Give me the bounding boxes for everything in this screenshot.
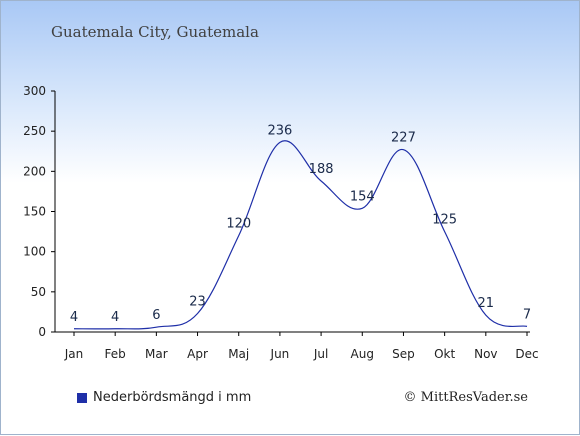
data-label-feb: 4 [111, 310, 119, 325]
y-tick-label-250: 250 [23, 124, 46, 138]
credit-text: © MittResVader.se [403, 390, 528, 405]
data-label-jun: 236 [267, 123, 292, 138]
y-tick-label-200: 200 [23, 164, 46, 178]
x-tick-label-sep: Sep [392, 347, 415, 361]
data-label-okt: 125 [432, 213, 457, 228]
x-tick-label-jan: Jan [64, 347, 84, 361]
chart-title: Guatemala City, Guatemala [51, 23, 259, 41]
y-tick-label-50: 50 [31, 285, 46, 299]
data-label-dec: 7 [523, 307, 531, 322]
data-label-jan: 4 [70, 310, 78, 325]
legend-swatch [77, 392, 87, 403]
x-tick-label-okt: Okt [434, 347, 455, 361]
x-tick-label-dec: Dec [515, 347, 538, 361]
x-tick-label-maj: Maj [228, 347, 249, 361]
data-label-aug: 154 [350, 189, 375, 204]
data-label-sep: 227 [391, 131, 416, 146]
legend-label: Nederbördsmängd i mm [93, 390, 252, 405]
legend: Nederbördsmängd i mm [77, 390, 251, 405]
y-tick-label-300: 300 [23, 84, 46, 98]
x-tick-label-aug: Aug [351, 347, 374, 361]
data-label-apr: 23 [189, 295, 206, 310]
x-tick-label-apr: Apr [187, 347, 208, 361]
data-label-maj: 120 [226, 217, 251, 232]
y-tick-label-150: 150 [23, 205, 46, 219]
data-label-jul: 188 [309, 162, 334, 177]
x-tick-label-jul: Jul [313, 347, 328, 361]
x-tick-label-mar: Mar [145, 347, 168, 361]
data-label-nov: 21 [478, 296, 495, 311]
y-tick-label-100: 100 [23, 245, 46, 259]
y-tick-label-0: 0 [38, 325, 46, 339]
data-label-mar: 6 [152, 308, 160, 323]
series-line [73, 140, 528, 330]
x-tick-label-jun: Jun [270, 347, 290, 361]
x-tick-label-nov: Nov [474, 347, 497, 361]
x-tick-label-feb: Feb [105, 347, 126, 361]
